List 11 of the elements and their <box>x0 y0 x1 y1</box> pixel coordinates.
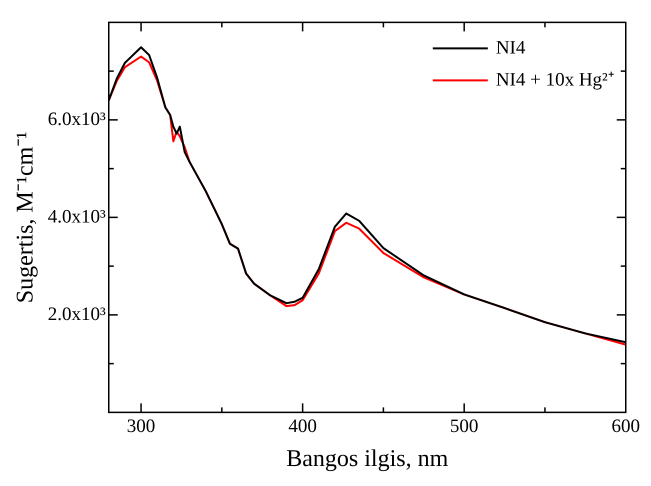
y-tick-label: 2.0x10³ <box>48 304 106 325</box>
y-axis-title: Sugertis, M⁻¹cm⁻¹ <box>12 132 39 304</box>
x-axis-title: Bangos ilgis, nm <box>286 446 449 472</box>
legend-label: NI4 <box>496 37 526 58</box>
y-tick-label: 6.0x10³ <box>48 108 106 130</box>
x-tick-label: 600 <box>612 416 640 437</box>
legend-label: NI4 + 10x Hg²⁺ <box>496 69 614 90</box>
x-tick-label: 400 <box>288 416 317 437</box>
y-tick-label: 4.0x10³ <box>48 206 106 228</box>
x-tick-label: 500 <box>450 416 478 437</box>
x-tick-label: 300 <box>126 416 156 437</box>
